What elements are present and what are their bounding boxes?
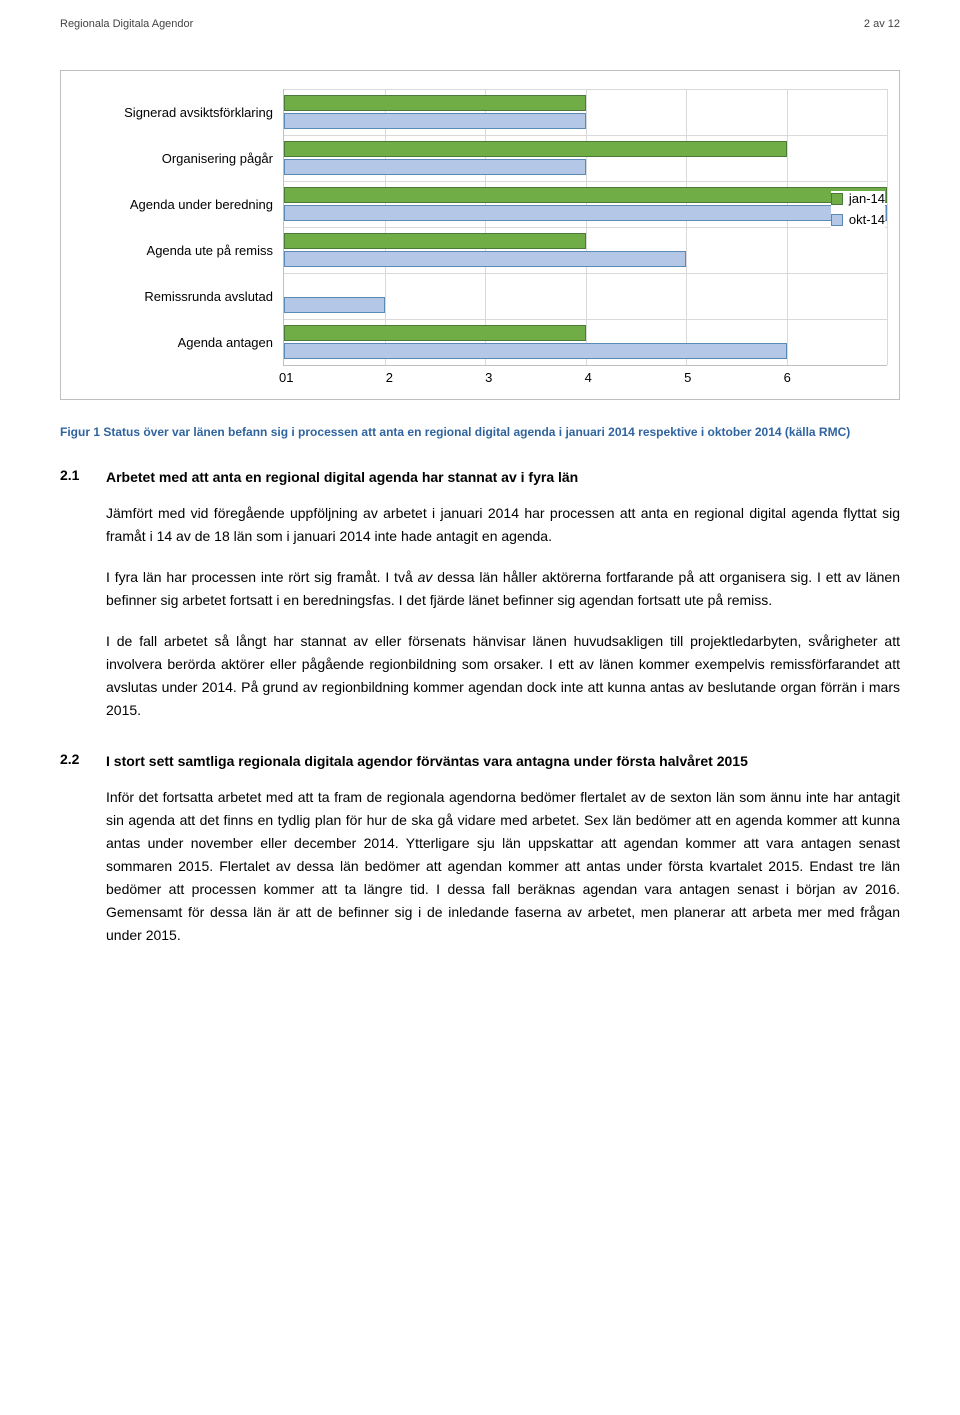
y-label: Organisering pågår: [73, 135, 283, 181]
x-axis: 0123456: [283, 366, 887, 385]
bar-group: [284, 181, 887, 227]
paragraph: Inför det fortsatta arbetet med att ta f…: [106, 786, 900, 948]
y-label: Agenda antagen: [73, 320, 283, 366]
bar: [284, 297, 385, 313]
bar: [284, 95, 586, 111]
y-axis-labels: Signerad avsiktsförklaringOrganisering p…: [73, 89, 283, 366]
gridline: [887, 89, 888, 365]
paragraph: Jämfört med vid föregående uppföljning a…: [106, 502, 900, 548]
header-left: Regionala Digitala Agendor: [60, 18, 193, 30]
bar: [284, 113, 586, 129]
paragraph: I fyra län har processen inte rört sig f…: [106, 566, 900, 612]
legend-label: okt-14: [849, 212, 885, 227]
paragraph: I de fall arbetet så långt har stannat a…: [106, 630, 900, 722]
legend-item: jan-14: [831, 191, 885, 206]
sections-container: 2.1Arbetet med att anta en regional digi…: [60, 467, 900, 965]
legend-item: okt-14: [831, 212, 885, 227]
bar-group: [284, 227, 887, 273]
status-chart: Signerad avsiktsförklaringOrganisering p…: [60, 70, 900, 400]
section-number: 2.1: [60, 467, 106, 741]
bar-group: [284, 135, 887, 181]
y-label: Signerad avsiktsförklaring: [73, 89, 283, 135]
x-tick: 6: [784, 370, 883, 385]
section-body: Arbetet med att anta en regional digital…: [106, 467, 900, 741]
x-tick: 2: [386, 370, 485, 385]
chart-inner: Signerad avsiktsförklaringOrganisering p…: [73, 89, 887, 366]
bar: [284, 343, 787, 359]
bar: [284, 159, 586, 175]
y-label: Remissrunda avslutad: [73, 274, 283, 320]
bar-group: [284, 273, 887, 319]
bar: [284, 325, 586, 341]
legend-label: jan-14: [849, 191, 885, 206]
bar-group: [284, 89, 887, 135]
legend-swatch: [831, 193, 843, 205]
x-tick: 1: [286, 370, 385, 385]
document-page: Regionala Digitala Agendor 2 av 12 Signe…: [0, 0, 960, 1005]
section-title: I stort sett samtliga regionala digitala…: [106, 751, 900, 772]
chart-legend: jan-14 okt-14: [831, 191, 885, 233]
plot-area: [283, 89, 887, 366]
legend-swatch: [831, 214, 843, 226]
header-right: 2 av 12: [864, 18, 900, 30]
bar-group: [284, 319, 887, 365]
x-tick: 0: [279, 370, 286, 385]
y-label: Agenda under beredning: [73, 181, 283, 227]
section-number: 2.2: [60, 751, 106, 966]
figure-caption: Figur 1 Status över var länen befann sig…: [60, 424, 900, 441]
x-tick: 5: [684, 370, 783, 385]
section-title: Arbetet med att anta en regional digital…: [106, 467, 900, 488]
x-tick: 4: [585, 370, 684, 385]
bar: [284, 187, 887, 203]
x-tick: 3: [485, 370, 584, 385]
section: 2.1Arbetet med att anta en regional digi…: [60, 467, 900, 741]
section-body: I stort sett samtliga regionala digitala…: [106, 751, 900, 966]
bar: [284, 251, 686, 267]
bar: [284, 233, 586, 249]
section: 2.2I stort sett samtliga regionala digit…: [60, 751, 900, 966]
bar: [284, 141, 787, 157]
bar: [284, 205, 887, 221]
y-label: Agenda ute på remiss: [73, 228, 283, 274]
page-header: Regionala Digitala Agendor 2 av 12: [60, 18, 900, 30]
